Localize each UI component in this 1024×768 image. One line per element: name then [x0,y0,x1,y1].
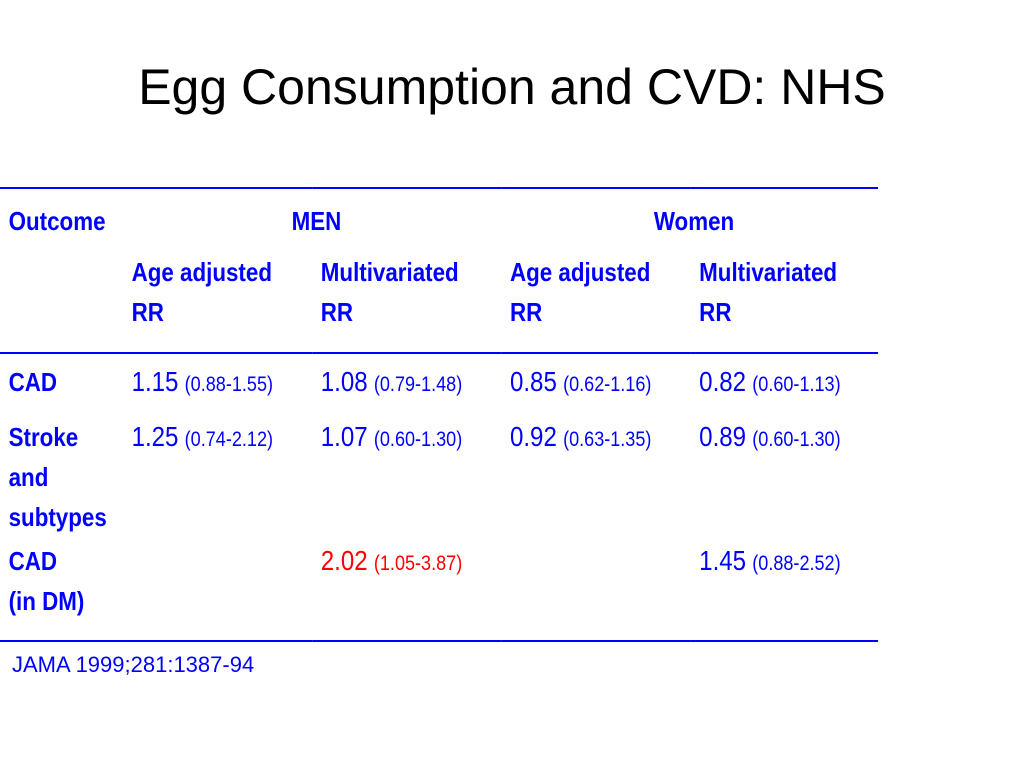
rr-ci: (1.05-3.87) [373,552,463,576]
row-label-line: (in DM) [8,586,85,617]
row-label-line: CAD [8,546,58,577]
rr-value: 1.08 [320,366,368,398]
rr-ci: (0.60-1.30) [752,427,841,451]
row-label: CAD [0,352,123,417]
header-line: RR [509,296,543,327]
row-label-line: subtypes [8,501,107,532]
header-blank [0,252,123,354]
header-line: Age adjusted [509,256,651,287]
slide-title: Egg Consumption and CVD: NHS [138,59,886,115]
rr-ci: (0.88-2.52) [752,552,841,576]
header-row-measures: Age adjusted RR Multivariated RR Age adj… [0,252,878,354]
header-outcome: Outcome [0,187,123,252]
rr-ci: (0.79-1.48) [373,373,463,397]
rr-value: 1.45 [699,545,747,577]
rr-value: 0.89 [699,420,747,452]
rr-value: 1.15 [131,366,179,398]
table-cell: 1.07 (0.60-1.30) [312,417,501,541]
rr-ci: (0.62-1.16) [563,373,652,397]
header-line: Multivariated [699,256,838,287]
header-line: RR [699,296,732,327]
header-men: MEN [122,187,502,252]
table-cell: 1.15 (0.88-1.55) [122,352,313,417]
rr-value: 2.02 [320,545,368,577]
header-line: Multivariated [320,256,459,287]
rr-ci: (0.60-1.13) [752,373,841,397]
table-cell-highlight: 2.02 (1.05-3.87) [312,541,502,642]
header-row-groups: Outcome MEN Women [0,187,879,252]
rr-value: 1.07 [320,420,368,452]
table-cell: 1.25 (0.74-2.12) [123,417,312,541]
row-label-line: Stroke [8,421,79,452]
rr-value: 0.85 [509,366,557,398]
header-line: RR [320,296,354,327]
rr-ci: (0.63-1.35) [563,427,652,451]
table-cell [501,541,691,642]
table-row-stroke: Stroke and subtypes 1.25 (0.74-2.12) 1.0… [0,417,878,541]
citation: JAMA 1999;281:1387-94 [12,652,255,677]
row-label-line: and [8,461,49,492]
header-men-multivariated: Multivariated RR [312,252,501,354]
table-cell: 0.92 (0.63-1.35) [501,417,690,541]
rr-value: 0.82 [699,366,747,398]
header-line: Age adjusted [131,256,272,287]
header-men-age-adjusted: Age adjusted RR [123,252,312,354]
rr-ci: (0.88-1.55) [184,373,274,397]
table-row-cad: CAD 1.15 (0.88-1.55) 1.08 (0.79-1.48) 0.… [0,352,879,417]
table-cell: 1.45 (0.88-2.52) [690,541,879,642]
rr-ci: (0.74-2.12) [184,427,274,451]
table-cell: 0.89 (0.60-1.30) [691,417,878,541]
rr-ci: (0.60-1.30) [373,427,463,451]
table-row-cad-dm: CAD (in DM) 2.02 (1.05-3.87) 1.45 (0.88-… [0,541,879,642]
row-label: Stroke and subtypes [0,417,123,541]
results-table: Outcome MEN Women Age adjusted RR Multiv… [0,187,879,642]
table-cell: 0.82 (0.60-1.13) [690,352,879,417]
header-women-age-adjusted: Age adjusted RR [501,252,690,354]
row-label-line: CAD [8,367,58,398]
rr-value: 0.92 [509,420,557,452]
table-cell [122,541,313,642]
table-cell: 1.08 (0.79-1.48) [312,352,502,417]
header-women-multivariated: Multivariated RR [691,252,878,354]
header-line: RR [131,296,164,327]
rr-value: 1.25 [131,420,179,452]
header-women: Women [501,187,879,252]
row-label: CAD (in DM) [0,541,123,642]
table-cell: 0.85 (0.62-1.16) [501,352,691,417]
